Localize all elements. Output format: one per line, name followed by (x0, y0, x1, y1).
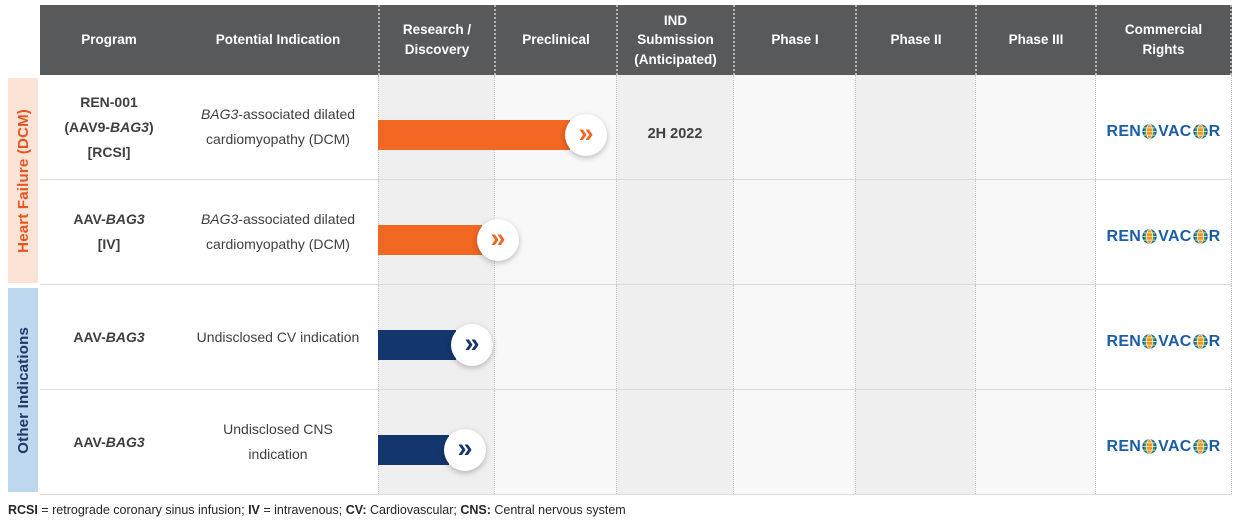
progress-arrow: » (565, 114, 607, 156)
pipeline-row: AAV-BAG3 Undisclosed CV indication REN VAC R… (40, 285, 1232, 390)
column-header-commercial-rights: Commercial Rights (1095, 5, 1232, 75)
column-header-ind-submission: IND Submission (Anticipated) (616, 5, 733, 75)
commercial-rights-cell: REN VAC R (1095, 390, 1232, 494)
chevron-right-icon: » (457, 432, 473, 463)
group-label-other-indications: Other Indications (8, 288, 38, 492)
stage-cell (855, 180, 975, 284)
stage-cell (616, 180, 733, 284)
commercial-rights-cell: REN VAC R (1095, 180, 1232, 284)
stage-cell (494, 285, 616, 389)
column-header-phase-2: Phase II (855, 5, 975, 75)
progress-arrow: » (451, 324, 493, 366)
logo-text: R (1208, 227, 1221, 245)
stage-cell (733, 180, 855, 284)
milestone-cell: 2H 2022 (616, 75, 733, 179)
stage-cell (855, 285, 975, 389)
column-header-phase-3: Phase III (975, 5, 1095, 75)
column-header-phase-1: Phase I (733, 5, 855, 75)
commercial-rights-cell: REN VAC R (1095, 285, 1232, 389)
program-cell: AAV-BAG3 (40, 390, 178, 494)
group-label-heart-failure-dcm: Heart Failure (DCM) (8, 78, 38, 283)
program-cell: AAV-BAG3 (40, 285, 178, 389)
stage-cell (975, 285, 1095, 389)
chevron-right-icon: » (464, 327, 480, 358)
globe-icon (1142, 334, 1157, 349)
logo-text: REN (1106, 437, 1142, 455)
chevron-right-icon: » (578, 117, 594, 148)
table-header: Program Potential Indication Research / … (40, 5, 1232, 75)
commercial-rights-cell: REN VAC R (1095, 75, 1232, 179)
column-header-preclinical: Preclinical (494, 5, 616, 75)
stage-cell (855, 390, 975, 494)
logo-text: R (1208, 437, 1221, 455)
pipeline-row: AAV-BAG3 [IV] BAG3-associated dilated cardi… (40, 180, 1232, 285)
renovacor-logo: REN VAC R (1106, 333, 1220, 351)
indication-cell: BAG3-associated dilated cardiomyopathy (D… (178, 180, 378, 284)
renovacor-logo: REN VAC R (1106, 438, 1220, 456)
chevron-right-icon: » (490, 222, 506, 253)
globe-icon (1142, 229, 1157, 244)
renovacor-logo: REN VAC R (1106, 123, 1220, 141)
stage-cell (733, 390, 855, 494)
progress-bar (378, 435, 449, 465)
logo-text: VAC (1158, 332, 1192, 350)
progress-arrow: » (477, 219, 519, 261)
footnote: RCSI = retrograde coronary sinus infusio… (8, 503, 626, 517)
pipeline-row: REN-001 (AAV9-BAG3) [RCSI] BAG3-associated … (40, 75, 1232, 180)
progress-arrow: » (444, 429, 486, 471)
globe-icon (1142, 439, 1157, 454)
group-label-text: Other Indications (14, 326, 32, 454)
stage-cell (733, 285, 855, 389)
indication-cell: BAG3-associated dilated cardiomyopathy (D… (178, 75, 378, 179)
renovacor-logo: REN VAC R (1106, 228, 1220, 246)
column-header-potential-indication: Potential Indication (178, 5, 378, 75)
globe-icon (1192, 439, 1208, 454)
globe-icon (1192, 334, 1208, 349)
logo-text: VAC (1158, 227, 1192, 245)
milestone-label: 2H 2022 (647, 126, 703, 142)
stage-cell (975, 180, 1095, 284)
program-cell: AAV-BAG3 [IV] (40, 180, 178, 284)
logo-text: R (1208, 332, 1221, 350)
globe-icon (1142, 124, 1157, 139)
logo-text: REN (1106, 122, 1142, 140)
globe-icon (1192, 229, 1208, 244)
progress-bar (378, 225, 482, 255)
indication-cell: Undisclosed CNS indication (178, 390, 378, 494)
logo-text: VAC (1158, 122, 1192, 140)
stage-cell (975, 75, 1095, 179)
column-header-program: Program (40, 5, 178, 75)
stage-cell (975, 390, 1095, 494)
stage-cell (616, 285, 733, 389)
progress-bar (378, 120, 570, 150)
progress-bar (378, 330, 456, 360)
logo-text: R (1208, 122, 1221, 140)
stage-cell (494, 390, 616, 494)
program-cell: REN-001 (AAV9-BAG3) [RCSI] (40, 75, 178, 179)
globe-icon (1192, 124, 1208, 139)
stage-cell (733, 75, 855, 179)
stage-cell (855, 75, 975, 179)
indication-cell: Undisclosed CV indication (178, 285, 378, 389)
stage-cell (616, 390, 733, 494)
logo-text: REN (1106, 332, 1142, 350)
logo-text: VAC (1158, 437, 1192, 455)
logo-text: REN (1106, 227, 1142, 245)
column-header-research-discovery: Research / Discovery (378, 5, 494, 75)
pipeline-row: AAV-BAG3 Undisclosed CNS indication REN VAC R… (40, 390, 1232, 495)
group-label-text: Heart Failure (DCM) (14, 108, 32, 253)
